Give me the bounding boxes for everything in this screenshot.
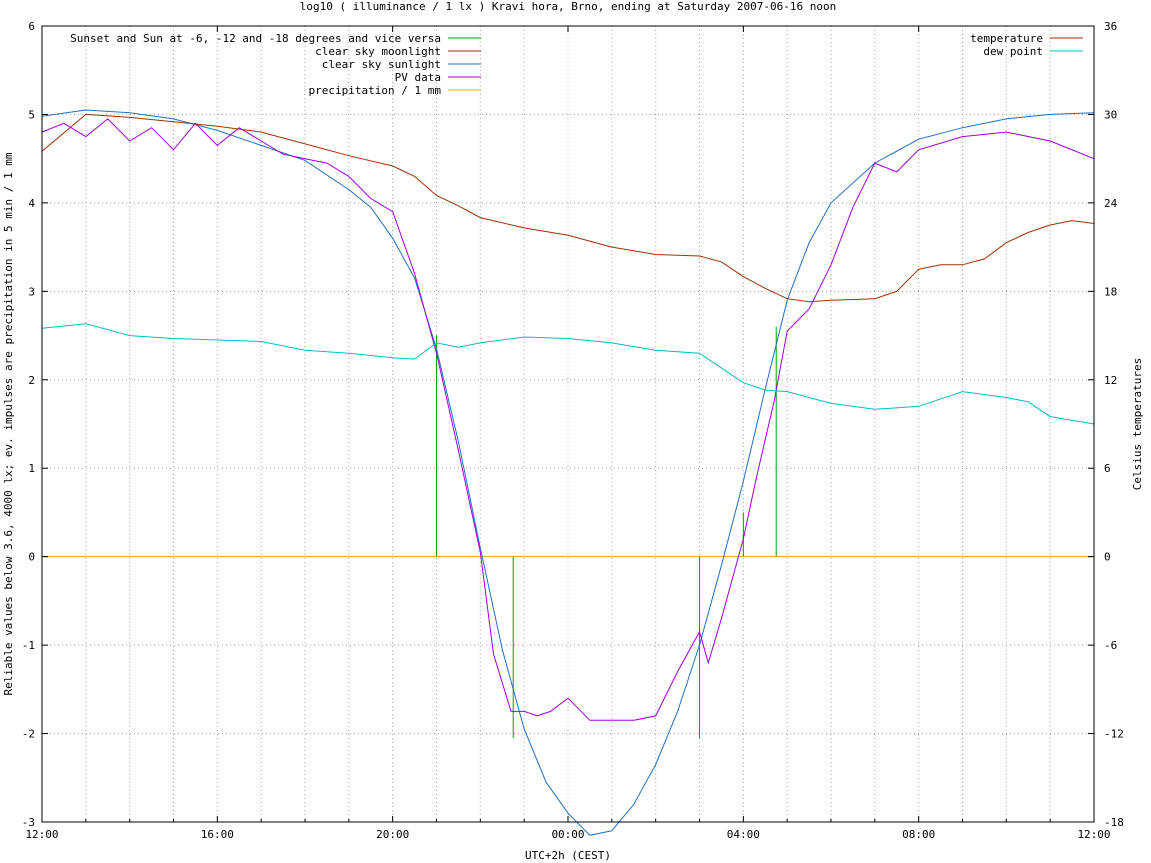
y2-axis-label: Celsius temperatures — [1131, 358, 1144, 490]
y-tick-label: 6 — [28, 20, 35, 33]
y-tick-label: 5 — [28, 108, 35, 121]
grid — [42, 26, 1094, 822]
x-tick-label: 12:00 — [25, 828, 58, 841]
axes: 12:00 16:00 20:00 00:00 04:00 08:00 12:00-3-2-… — [22, 20, 1124, 841]
y-tick-label: 4 — [28, 197, 35, 210]
y2-tick-label: -18 — [1104, 816, 1124, 829]
legend-left: Sunset and Sun at -6, -12 and -18 degree… — [70, 32, 481, 97]
series-line-pv-data — [41, 118, 1095, 721]
legend-label: clear sky sunlight — [322, 58, 441, 71]
y-tick-label: -2 — [22, 728, 35, 741]
y2-tick-label: 24 — [1104, 197, 1118, 210]
y2-tick-label: 18 — [1104, 285, 1117, 298]
y-axis-label: Reliable values below 3.6, 4000 lx; ev. … — [2, 152, 15, 695]
y2-tick-label: 6 — [1104, 462, 1111, 475]
series-layer — [41, 109, 1095, 836]
y2-tick-label: 0 — [1104, 551, 1111, 564]
legend-label: temperature — [970, 32, 1043, 45]
legend-label: dew point — [983, 45, 1043, 58]
y2-tick-label: 36 — [1104, 20, 1117, 33]
x-tick-label: 20:00 — [376, 828, 409, 841]
series-line-temperature — [41, 113, 1095, 303]
chart-title: log10 ( illuminance / 1 lx ) Kravi hora,… — [300, 0, 836, 13]
series-line-clear-sky-sunlight — [41, 109, 1095, 836]
x-axis-label: UTC+2h (CEST) — [525, 849, 611, 862]
legend-label: clear sky moonlight — [315, 45, 441, 58]
y-tick-label: -1 — [22, 639, 35, 652]
y2-tick-label: 12 — [1104, 374, 1117, 387]
legend-label: precipitation / 1 mm — [309, 84, 442, 97]
y2-tick-label: -12 — [1104, 728, 1124, 741]
series-line-dew-point — [41, 323, 1095, 425]
y2-tick-label: -6 — [1104, 639, 1117, 652]
y-tick-label: 2 — [28, 374, 35, 387]
y-tick-label: 0 — [28, 551, 35, 564]
legend-label: Sunset and Sun at -6, -12 and -18 degree… — [70, 32, 441, 45]
x-tick-label: 08:00 — [902, 828, 935, 841]
y-tick-label: 3 — [28, 285, 35, 298]
x-tick-label: 04:00 — [727, 828, 760, 841]
x-tick-label: 12:00 — [1077, 828, 1110, 841]
y-tick-label: 1 — [28, 462, 35, 475]
y-tick-label: -3 — [22, 816, 35, 829]
x-tick-label: 16:00 — [201, 828, 234, 841]
y2-tick-label: 30 — [1104, 108, 1117, 121]
legend-label: PV data — [395, 71, 441, 84]
x-tick-label: 00:00 — [551, 828, 584, 841]
